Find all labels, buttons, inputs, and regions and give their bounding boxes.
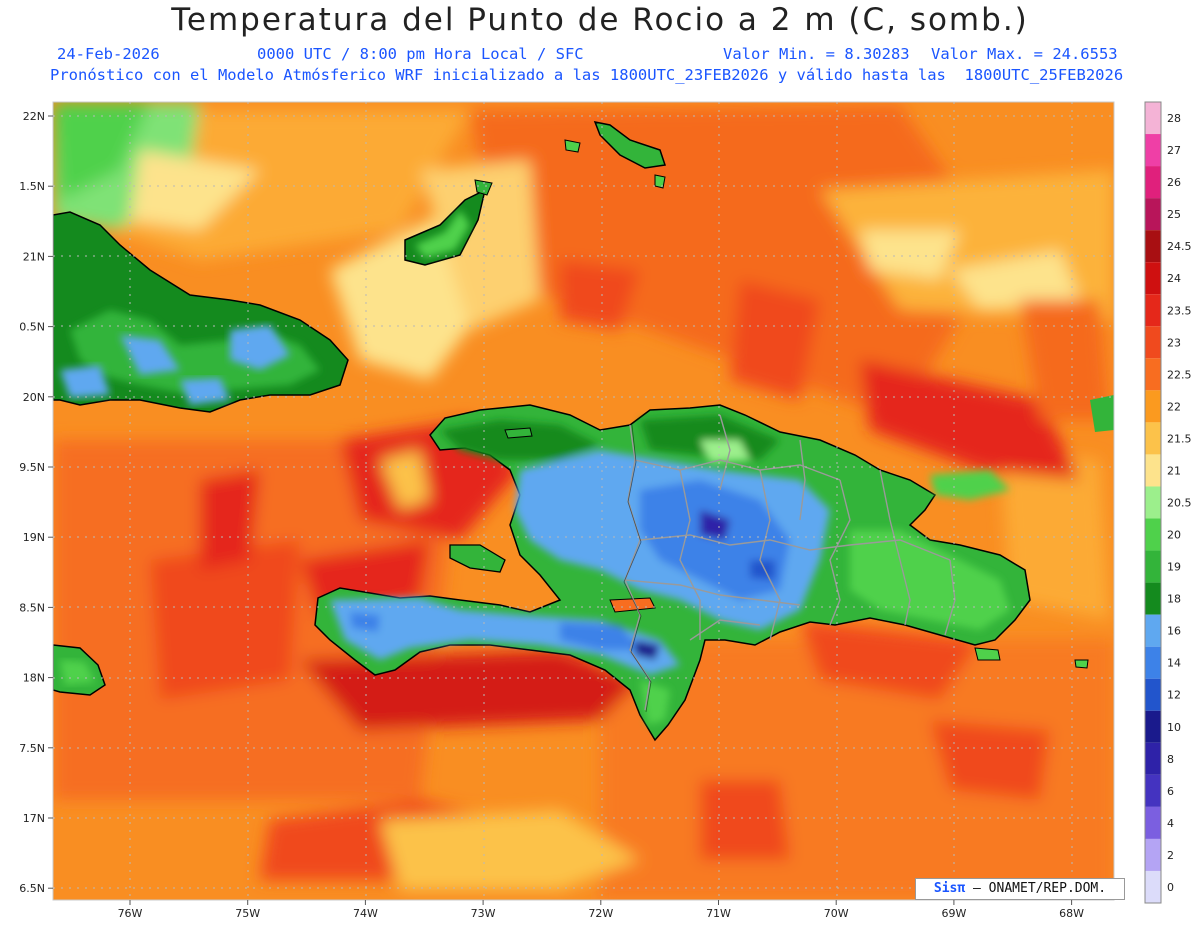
- lat-label: 1.5N: [19, 180, 45, 193]
- legend-swatch: [1145, 166, 1161, 199]
- legend-swatch: [1145, 262, 1161, 295]
- lon-label: 72W: [588, 907, 613, 920]
- legend-label: 20.5: [1167, 497, 1192, 510]
- legend-label: 14: [1167, 657, 1181, 670]
- shaded-field: [53, 102, 1114, 900]
- legend-swatch: [1145, 230, 1161, 263]
- lat-label: 19N: [23, 531, 45, 544]
- color-legend: 2827262524.52423.52322.52221.52120.52019…: [1144, 101, 1192, 904]
- legend-label: 28: [1167, 112, 1181, 125]
- lat-label: 18N: [23, 672, 45, 685]
- legend-label: 20: [1167, 529, 1181, 542]
- legend-label: 10: [1167, 721, 1181, 734]
- legend-label: 16: [1167, 625, 1181, 638]
- lon-label: 76W: [118, 907, 143, 920]
- bahamas-islands: [404, 120, 666, 266]
- legend-label: 0: [1167, 881, 1174, 894]
- sispi-logo: Sisπ: [933, 881, 966, 896]
- legend-label: 27: [1167, 144, 1181, 157]
- legend-label: 22: [1167, 400, 1181, 413]
- latitude-axis: 22N 1.5N 21N 0.5N 20N 9.5N 19N 8.5N 18N 7.5N 17N 6.…: [19, 110, 53, 895]
- legend-label: 22.5: [1167, 368, 1192, 381]
- plot-frame: [52, 101, 1115, 901]
- legend-swatch: [1145, 422, 1161, 455]
- min-value: Valor Min. = 8.30283: [723, 45, 910, 63]
- hispaniola-landmass: [314, 404, 1031, 742]
- legend-swatch: [1145, 870, 1161, 903]
- legend-swatch: [1145, 838, 1161, 871]
- legend-swatch: [1145, 134, 1161, 167]
- legend-label: 23.5: [1167, 304, 1192, 317]
- map-title: Temperatura del Punto de Rocio a 2 m (C,…: [171, 2, 1029, 38]
- legend-swatch: [1145, 774, 1161, 807]
- lat-label: 9.5N: [19, 461, 45, 474]
- longitude-axis: 76W 75W 74W 73W 72W 71W 70W 69W 68W: [118, 900, 1084, 920]
- legend-swatch: [1145, 710, 1161, 743]
- legend-label: 25: [1167, 208, 1181, 221]
- lat-label: 17N: [23, 812, 45, 825]
- legend-swatch: [1145, 614, 1161, 647]
- legend-swatch: [1145, 550, 1161, 583]
- legend-label: 24: [1167, 272, 1181, 285]
- legend-swatch: [1145, 678, 1161, 711]
- legend-label: 18: [1167, 593, 1181, 606]
- credit-box: Sisπ – ONAMET/REP.DOM.: [915, 878, 1125, 900]
- legend-swatch: [1145, 646, 1161, 679]
- legend-label: 6: [1167, 785, 1174, 798]
- legend-swatch: [1145, 486, 1161, 519]
- legend-swatch: [1145, 518, 1161, 551]
- legend-swatch: [1145, 326, 1161, 359]
- lat-label: 20N: [23, 391, 45, 404]
- jamaica-landmass: [53, 644, 106, 696]
- forecast-time: 0000 UTC / 8:00 pm Hora Local / SFC: [257, 45, 584, 63]
- legend-label: 21.5: [1167, 432, 1192, 445]
- lat-label: 22N: [23, 110, 45, 123]
- credit-text: – ONAMET/REP.DOM.: [973, 881, 1107, 896]
- legend-label: 24.5: [1167, 240, 1192, 253]
- legend-label: 8: [1167, 753, 1174, 766]
- legend-frame: [1144, 101, 1162, 904]
- legend-label: 23: [1167, 336, 1181, 349]
- legend-swatch: [1145, 102, 1161, 135]
- legend-swatch: [1145, 454, 1161, 487]
- lon-label: 74W: [353, 907, 378, 920]
- lat-label: 8.5N: [19, 601, 45, 614]
- lat-label: 0.5N: [19, 321, 45, 334]
- legend-swatch: [1145, 198, 1161, 231]
- cuba-landmass: [53, 211, 349, 413]
- lon-label: 69W: [941, 907, 966, 920]
- graticule: [53, 102, 1114, 900]
- legend-label: 21: [1167, 464, 1181, 477]
- legend-swatch: [1145, 582, 1161, 615]
- legend-label: 19: [1167, 561, 1181, 574]
- model-info: Pronóstico con el Modelo Atmósferico WRF…: [50, 66, 1124, 84]
- forecast-date: 24-Feb-2026: [57, 45, 160, 63]
- legend-label: 12: [1167, 689, 1181, 702]
- legend-swatch: [1145, 390, 1161, 423]
- lon-label: 71W: [706, 907, 731, 920]
- lon-label: 68W: [1059, 907, 1084, 920]
- max-value: Valor Max. = 24.6553: [931, 45, 1118, 63]
- legend-swatch: [1145, 742, 1161, 775]
- legend-swatch: [1145, 294, 1161, 327]
- legend-swatch: [1145, 358, 1161, 391]
- lon-label: 70W: [824, 907, 849, 920]
- lon-label: 73W: [471, 907, 496, 920]
- legend-label: 2: [1167, 849, 1174, 862]
- lon-label: 75W: [235, 907, 260, 920]
- lat-label: 21N: [23, 250, 45, 263]
- legend-label: 26: [1167, 176, 1181, 189]
- legend-label: 4: [1167, 817, 1174, 830]
- legend-swatch: [1145, 806, 1161, 839]
- lat-label: 7.5N: [19, 742, 45, 755]
- lat-label: 6.5N: [19, 882, 45, 895]
